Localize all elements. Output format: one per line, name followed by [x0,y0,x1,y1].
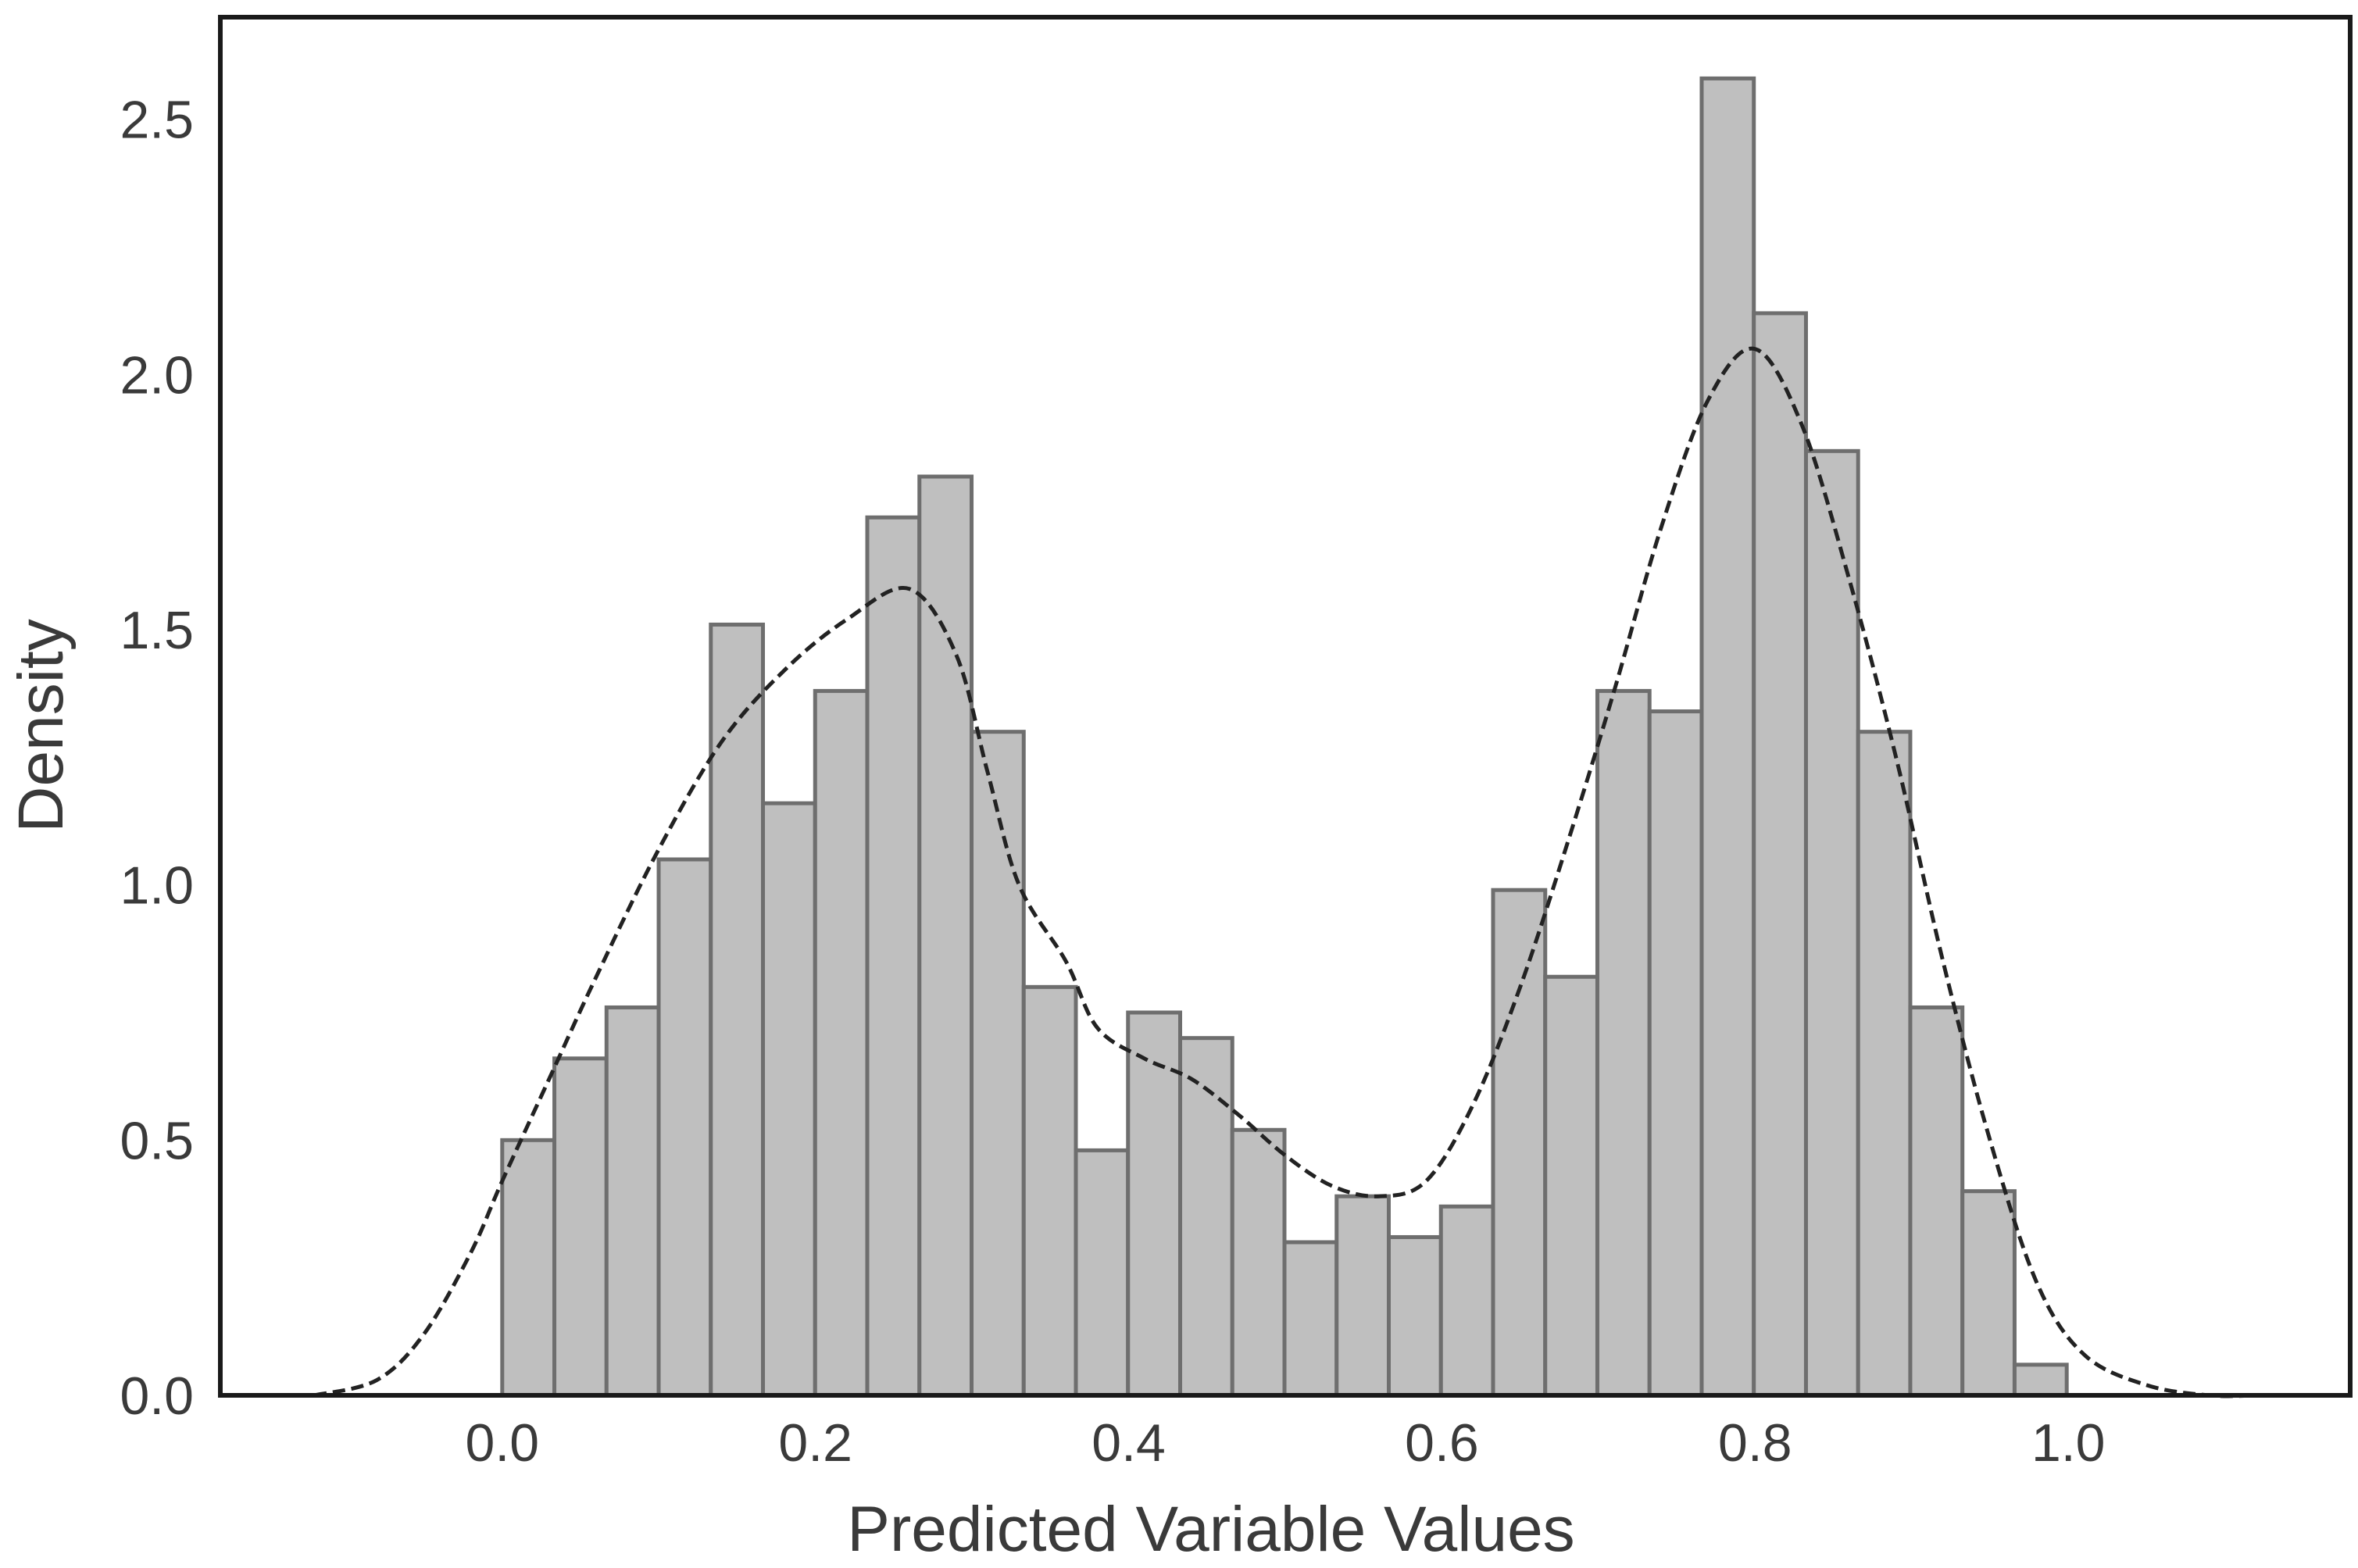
x-tick-label: 0.8 [1718,1413,1792,1473]
y-tick-label: 1.0 [120,856,194,916]
histogram-bar [1856,730,1913,1398]
histogram-bar [1647,709,1704,1398]
y-tick-label: 0.5 [120,1111,194,1170]
y-axis-title: Density [5,619,77,832]
y-tick-label: 0.0 [120,1366,194,1426]
x-axis-title: Predicted Variable Values [847,1494,1574,1565]
histogram-bar [1334,1194,1391,1398]
x-tick-label: 0.2 [778,1413,852,1473]
histogram-bar [813,688,870,1398]
histogram-bar [970,730,1026,1398]
histogram-bar [1699,76,1756,1398]
histogram-bar [1021,984,1078,1398]
y-tick-label: 2.5 [120,91,194,150]
histogram-bar [1491,888,1548,1398]
histogram-bar [709,622,766,1398]
y-tick-label: 2.0 [120,345,194,405]
x-axis-ticks: 0.0 0.2 0.4 0.6 0.8 1.0 [466,1413,2106,1473]
kde-curve-line [313,346,2256,1398]
histogram-bar [604,1005,661,1398]
axes-frame [218,15,2353,1398]
histogram-bar [1960,1189,2017,1398]
histogram-bar [552,1056,609,1398]
histogram-bar [1282,1240,1339,1398]
y-tick-label: 1.5 [120,601,194,660]
histogram-bar [865,515,922,1398]
histogram-bar [1803,448,1860,1398]
x-tick-label: 0.0 [466,1413,540,1473]
histogram-bar [917,474,974,1398]
histogram-bar [656,857,713,1398]
histogram-bar [1438,1204,1495,1398]
histogram-bar [500,1138,557,1398]
histogram-bar [2012,1363,2069,1398]
x-tick-label: 0.6 [1405,1413,1479,1473]
histogram-bar [1752,311,1808,1398]
histogram-bar [1230,1127,1287,1398]
y-axis-ticks: 0.0 0.5 1.0 1.5 2.0 2.5 [120,91,194,1426]
x-tick-label: 1.0 [2031,1413,2106,1473]
x-tick-label: 0.4 [1091,1413,1166,1473]
histogram-bar [761,801,817,1398]
histogram-bar [1074,1148,1131,1398]
histogram-bar [1543,974,1599,1398]
histogram-bar [1386,1234,1443,1398]
histogram-bar [1595,688,1652,1398]
histogram-bar [1908,1005,1965,1398]
histogram-bar [1178,1036,1234,1398]
